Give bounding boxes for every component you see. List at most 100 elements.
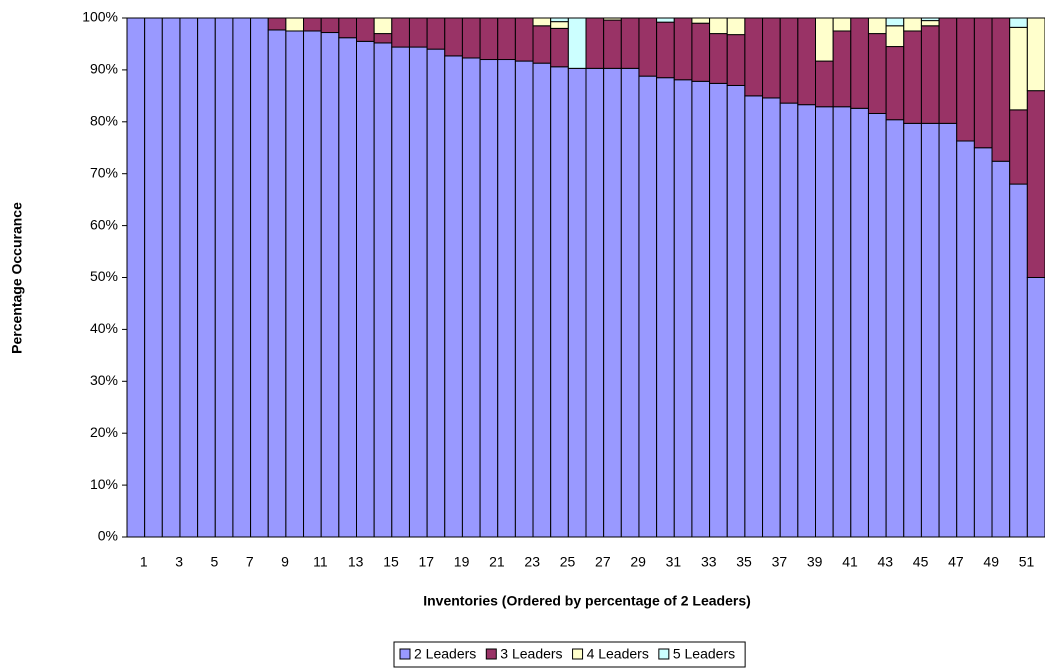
y-tick-label: 10% [90,476,118,492]
bar-segment [197,17,216,538]
bar-segment [1009,26,1028,111]
bar-segment [638,17,658,77]
x-tick-label: 39 [807,554,823,570]
x-tick-label: 33 [701,554,717,570]
bar-segment [479,17,499,61]
bar-segment [1026,17,1045,92]
legend-box [393,641,746,668]
bar-segment [885,46,905,121]
bar-segment [514,17,534,62]
x-tick-label: 1 [140,554,148,570]
bar-segment [338,17,358,39]
bar-segment [903,122,922,538]
bar-segment [656,17,675,23]
bar-segment [426,48,446,538]
bar-segment [620,17,640,69]
x-tick-label: 7 [246,554,254,570]
bar-segment [920,17,940,22]
bar-segment [867,33,887,114]
bar-segment [267,17,287,31]
bar-segment [567,17,587,69]
legend-swatch [572,648,584,660]
bar-segment [938,17,958,124]
bar-segment [391,46,410,538]
x-tick-label: 31 [666,554,682,570]
x-tick-label: 35 [736,554,752,570]
bar-segment [444,17,463,57]
bar-segment [832,30,852,108]
bar-segment [832,106,852,538]
bar-segment [903,17,922,32]
legend-swatch [658,648,670,660]
bar-segment [920,122,940,538]
bar-segment [850,17,869,109]
bar-segment [797,17,816,106]
y-tick-label: 50% [90,268,118,284]
bar-segment [497,17,516,61]
x-tick-label: 9 [281,554,289,570]
bar-segment [1026,90,1045,278]
bar-segment [726,84,746,538]
bar-segment [285,17,305,32]
bar-segment [550,27,569,68]
legend: 2 Leaders 3 Leaders 4 Leaders 5 Leaders [393,641,746,668]
x-tick-label: 21 [489,554,505,570]
y-tick-label: 80% [90,113,118,129]
bar-segment [744,17,764,97]
bar-segment [338,37,358,538]
bar-segment [232,17,252,538]
y-tick-label: 60% [90,216,118,232]
bar-segment [797,104,816,538]
bar-segment [656,77,675,538]
legend-label: 2 Leaders [414,646,476,662]
bar-segment [991,17,1011,162]
x-tick-label: 17 [418,554,434,570]
legend-label: 3 Leaders [500,646,562,662]
bar-segment [444,55,463,538]
x-tick-label: 5 [211,554,219,570]
bar-segment [920,25,940,124]
bar-segment [126,17,146,538]
bar-segment [532,17,552,27]
y-tick-label: 100% [82,9,118,25]
bar-segment [815,106,834,538]
bar-segment [532,62,552,538]
bar-segment [885,17,905,27]
bar-segment [1026,277,1045,538]
legend-swatch [485,648,497,660]
legend-label: 4 Leaders [587,646,649,662]
bar-segment [973,17,993,149]
bar-segment [603,17,622,21]
bar-segment [550,17,569,23]
bar-segment [320,17,340,34]
bar-segment [179,17,199,538]
bar-segment [1009,17,1028,28]
y-axis-title: Percentage Occurance [9,202,25,354]
bar-segment [656,21,675,79]
bar-segment [603,19,622,69]
x-tick-label: 25 [560,554,576,570]
bar-segment [885,25,905,48]
x-tick-label: 49 [983,554,999,570]
x-tick-label: 43 [877,554,893,570]
bar-segment [903,30,922,124]
bar-segment [267,29,287,538]
bar-segment [373,17,393,35]
bar-segment [709,82,728,538]
bar-segment [850,107,869,538]
bar-segment [461,57,481,538]
x-tick-label: 37 [772,554,788,570]
y-tick-label: 90% [90,61,118,77]
bar-segment [638,75,658,538]
bar-segment [497,59,516,538]
bar-segment [867,17,887,35]
bar-segment [673,79,693,538]
bar-segment [620,67,640,538]
y-tick-label: 30% [90,372,118,388]
x-tick-label: 27 [595,554,611,570]
bar-segment [479,59,499,538]
bar-segment [532,25,552,64]
bar-segment [356,40,375,538]
bar-segment [762,97,781,538]
